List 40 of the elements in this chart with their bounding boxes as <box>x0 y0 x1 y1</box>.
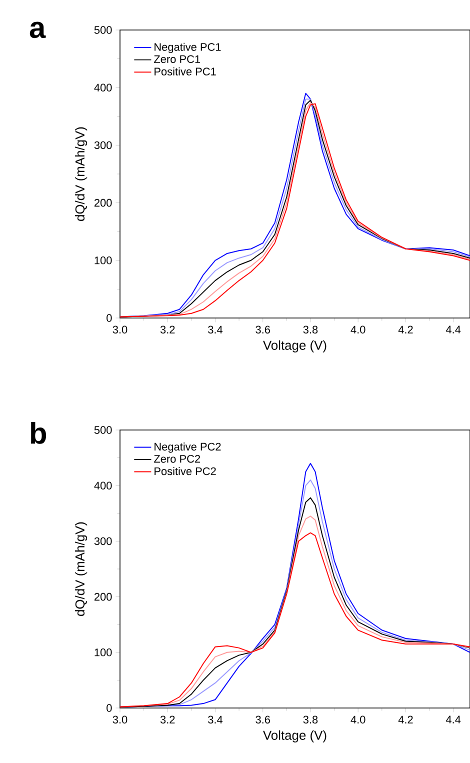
legend-label: Positive PC2 <box>154 467 216 476</box>
x-tick-label: 3.4 <box>208 326 223 334</box>
y-tick-label: 100 <box>94 648 112 656</box>
x-tick-label: 4.2 <box>398 716 413 724</box>
y-tick-label: 400 <box>94 482 112 490</box>
x-tick-label: 4.4 <box>446 326 461 334</box>
x-axis-title: Voltage (V) <box>263 730 326 742</box>
x-tick-label: 3.8 <box>303 326 318 334</box>
x-tick-label: 3.0 <box>112 716 128 724</box>
x-tick-label: 3.6 <box>256 716 270 724</box>
legend-label: Zero PC1 <box>154 55 200 63</box>
x-tick-label: 3.2 <box>160 716 175 724</box>
x-tick-label: 3.6 <box>256 326 270 334</box>
y-tick-label: 100 <box>94 256 112 264</box>
x-tick-label: 3.8 <box>303 716 318 724</box>
y-axis-title: dQ/dV (mAh/gV) <box>75 127 88 221</box>
x-tick-label: 4.2 <box>398 326 413 334</box>
x-axis-title: Voltage (V) <box>263 340 326 352</box>
y-tick-label: 200 <box>94 198 112 207</box>
x-tick-label: 3.0 <box>112 326 128 334</box>
chart-title: a <box>30 22 46 38</box>
y-tick-label: 400 <box>94 84 112 92</box>
x-tick-label: 4.4 <box>446 716 461 724</box>
y-tick-label: 0 <box>106 704 112 712</box>
y-tick-label: 300 <box>94 537 112 546</box>
y-tick-label: 500 <box>94 426 112 434</box>
legend-label: Negative PC1 <box>154 42 221 54</box>
legend-label: Negative PC2 <box>154 442 221 453</box>
legend-label: Positive PC1 <box>154 67 216 76</box>
y-tick-label: 0 <box>106 314 112 322</box>
y-axis-title: dQ/dV (mAh/gV) <box>75 522 88 616</box>
y-tick-label: 500 <box>94 26 112 34</box>
x-tick-label: 3.4 <box>208 716 223 724</box>
x-tick-label: 3.2 <box>160 326 175 334</box>
chart-title: b <box>30 422 46 444</box>
legend-label: Zero PC2 <box>154 454 200 463</box>
x-tick-label: 4.0 <box>350 326 366 334</box>
y-tick-label: 200 <box>94 592 112 601</box>
y-tick-label: 300 <box>94 141 112 150</box>
x-tick-label: 4.0 <box>350 716 366 724</box>
